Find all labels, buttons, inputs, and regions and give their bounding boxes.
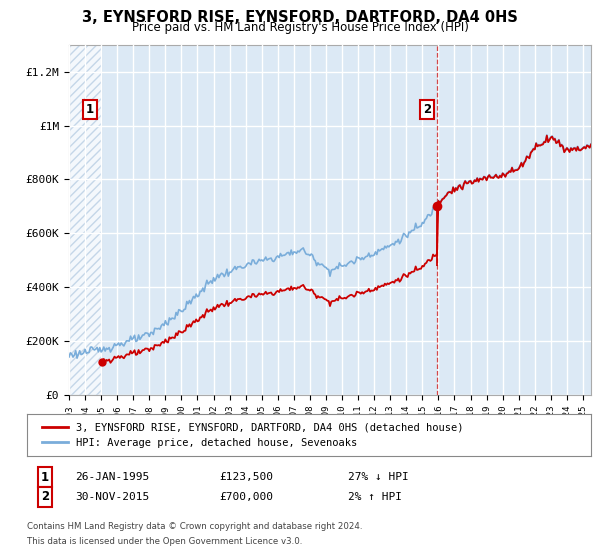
Text: 2: 2 bbox=[423, 103, 431, 116]
Text: 1: 1 bbox=[41, 470, 49, 484]
Legend: 3, EYNSFORD RISE, EYNSFORD, DARTFORD, DA4 0HS (detached house), HPI: Average pri: 3, EYNSFORD RISE, EYNSFORD, DARTFORD, DA… bbox=[38, 419, 468, 452]
Text: 30-NOV-2015: 30-NOV-2015 bbox=[75, 492, 149, 502]
Text: Price paid vs. HM Land Registry's House Price Index (HPI): Price paid vs. HM Land Registry's House … bbox=[131, 21, 469, 34]
Text: 2% ↑ HPI: 2% ↑ HPI bbox=[348, 492, 402, 502]
Text: 3, EYNSFORD RISE, EYNSFORD, DARTFORD, DA4 0HS: 3, EYNSFORD RISE, EYNSFORD, DARTFORD, DA… bbox=[82, 10, 518, 25]
Text: £700,000: £700,000 bbox=[219, 492, 273, 502]
Text: This data is licensed under the Open Government Licence v3.0.: This data is licensed under the Open Gov… bbox=[27, 537, 302, 546]
Text: 2: 2 bbox=[41, 490, 49, 503]
Text: 26-JAN-1995: 26-JAN-1995 bbox=[75, 472, 149, 482]
Text: 27% ↓ HPI: 27% ↓ HPI bbox=[348, 472, 409, 482]
Bar bbox=[69, 45, 103, 395]
Text: 1: 1 bbox=[86, 103, 94, 116]
Text: £123,500: £123,500 bbox=[219, 472, 273, 482]
Text: Contains HM Land Registry data © Crown copyright and database right 2024.: Contains HM Land Registry data © Crown c… bbox=[27, 522, 362, 531]
